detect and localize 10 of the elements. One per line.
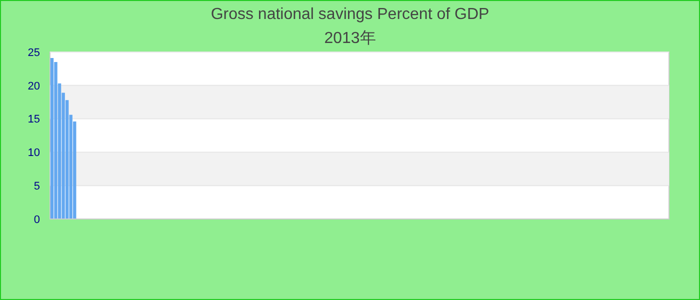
y-tick-label: 10 <box>28 147 40 160</box>
chart-subtitle: 2013年 <box>324 30 376 47</box>
bar <box>50 58 54 219</box>
bar <box>54 62 58 219</box>
chart-title: Gross national savings Percent of GDP <box>210 6 490 23</box>
y-tick-label: 5 <box>34 180 40 192</box>
y-tick-label: 20 <box>28 80 40 92</box>
y-tick-label: 0 <box>34 214 40 226</box>
y-tick-label: 25 <box>28 46 40 59</box>
y-tick-label: 15 <box>28 114 40 126</box>
